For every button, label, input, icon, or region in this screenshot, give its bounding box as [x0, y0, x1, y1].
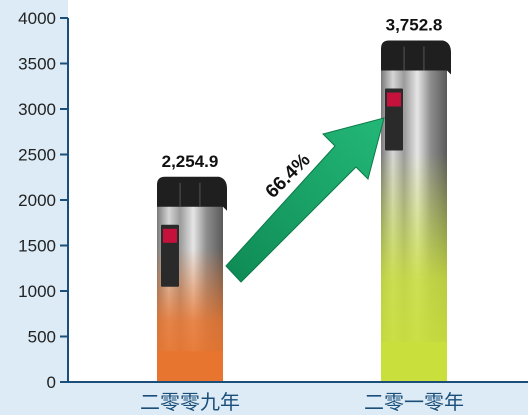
bar-cap	[157, 176, 227, 211]
y-tick-label: 3500	[18, 55, 56, 74]
y-tick-label: 1000	[18, 282, 56, 301]
bar-color-base	[381, 342, 447, 382]
y-tick-label: 2000	[18, 191, 56, 210]
y-tick-label: 1500	[18, 237, 56, 256]
value-label: 3,752.8	[386, 15, 443, 34]
x-tick-label: 二零一零年	[364, 391, 464, 414]
x-tick-label: 二零零九年	[140, 391, 240, 414]
y-tick-label: 500	[28, 328, 56, 347]
bar	[157, 176, 227, 382]
y-tick-label: 2500	[18, 146, 56, 165]
y-tick-label: 4000	[18, 9, 56, 28]
bars	[157, 40, 451, 382]
value-label: 2,254.9	[162, 152, 219, 171]
bar-brand-mark	[387, 92, 401, 107]
bar-brand-mark	[163, 228, 177, 243]
bar-cap	[381, 40, 451, 75]
y-tick-label: 3000	[18, 100, 56, 119]
bar	[381, 40, 451, 382]
growth-arrow-shape	[225, 117, 385, 283]
bar-color-base	[157, 351, 223, 382]
y-tick-label: 0	[47, 373, 56, 392]
data-labels: 2,254.9 3,752.8	[162, 15, 443, 170]
x-axis: 二零零九年 二零一零年	[140, 391, 464, 414]
y-axis: 0 500 1000 1500 2000 2500 3000 3500 4000	[18, 9, 69, 392]
